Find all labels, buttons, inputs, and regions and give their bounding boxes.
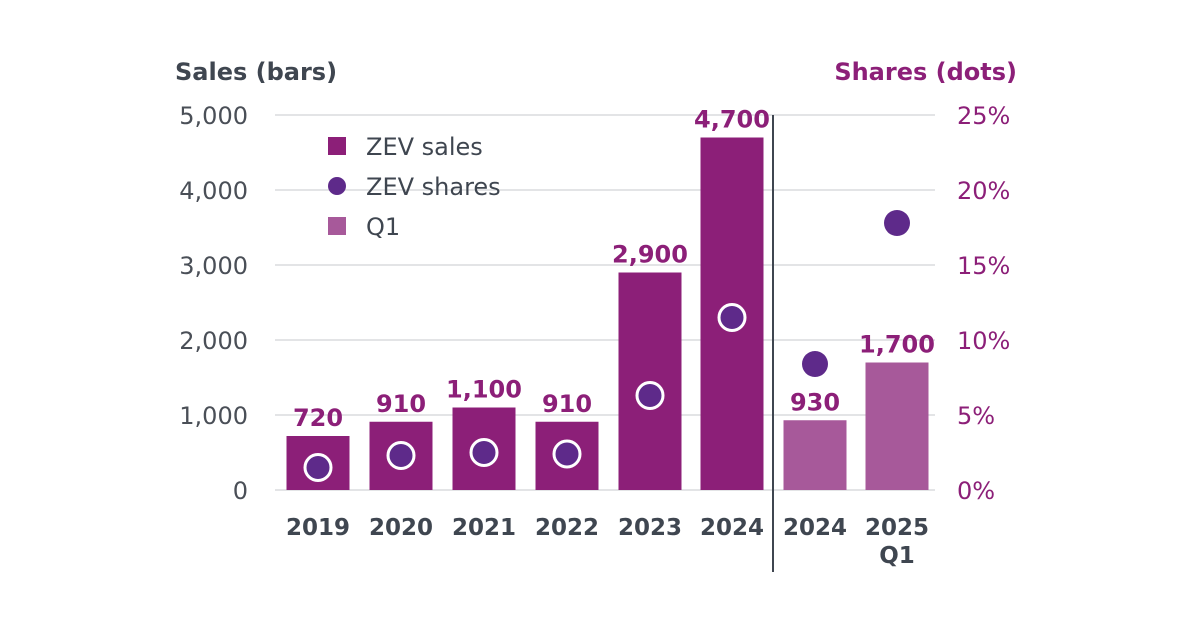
x-tick-label: 2019 bbox=[286, 515, 350, 541]
share-dot bbox=[635, 381, 665, 410]
left-tick-label: 3,000 bbox=[179, 252, 248, 280]
right-tick-label: 15% bbox=[957, 252, 1010, 280]
share-dot bbox=[717, 303, 747, 332]
bar-value-label: 1,700 bbox=[859, 331, 935, 359]
legend-label: Q1 bbox=[366, 213, 400, 241]
share-dot bbox=[802, 351, 828, 377]
right-axis-title: Shares (dots) bbox=[834, 58, 1017, 86]
share-dot bbox=[303, 453, 333, 482]
bar-value-label: 910 bbox=[376, 390, 426, 418]
left-tick-label: 5,000 bbox=[179, 102, 248, 130]
legend-marker-circle bbox=[328, 177, 346, 195]
bar-data-labels: 720 910 1,100 910 2,900 4,700 930 1,700 bbox=[293, 106, 935, 433]
x-tick-label: 2021 bbox=[452, 515, 516, 541]
left-tick-label: 4,000 bbox=[179, 177, 248, 205]
bar-value-label: 930 bbox=[790, 388, 840, 416]
legend-marker-square bbox=[328, 217, 346, 235]
share-dots bbox=[303, 210, 910, 482]
right-tick-label: 20% bbox=[957, 177, 1010, 205]
x-tick-label: 2025 bbox=[865, 515, 929, 541]
right-tick-label: 5% bbox=[957, 402, 995, 430]
left-tick-label: 1,000 bbox=[179, 402, 248, 430]
x-tick-label: 2024 bbox=[700, 515, 764, 541]
legend-marker-square bbox=[328, 137, 346, 155]
bar bbox=[865, 362, 929, 490]
legend: ZEV sales ZEV shares Q1 bbox=[328, 133, 501, 241]
left-tick-label: 0 bbox=[233, 477, 248, 505]
x-tick-label: 2024 bbox=[783, 515, 847, 541]
bar bbox=[783, 420, 847, 490]
bar-value-label: 1,100 bbox=[446, 376, 522, 404]
x-tick-label: 2020 bbox=[369, 515, 433, 541]
right-tick-label: 10% bbox=[957, 327, 1010, 355]
x-tick-sublabel: Q1 bbox=[879, 543, 915, 569]
share-dot bbox=[469, 438, 499, 467]
left-tick-label: 2,000 bbox=[179, 327, 248, 355]
x-tick-label: 2023 bbox=[618, 515, 682, 541]
bar-value-label: 2,900 bbox=[612, 241, 688, 269]
right-tick-label: 25% bbox=[957, 102, 1010, 130]
x-tick-label: 2022 bbox=[535, 515, 599, 541]
legend-label: ZEV sales bbox=[366, 133, 483, 161]
share-dot bbox=[884, 210, 910, 236]
bar-value-label: 720 bbox=[293, 404, 343, 432]
left-y-axis: 0 1,000 2,000 3,000 4,000 5,000 bbox=[179, 102, 248, 505]
legend-label: ZEV shares bbox=[366, 173, 501, 201]
share-dot bbox=[386, 441, 416, 470]
bar-value-label: 4,700 bbox=[694, 106, 770, 134]
left-axis-title: Sales (bars) bbox=[175, 58, 337, 86]
share-dot bbox=[552, 439, 582, 469]
right-y-axis: 0% 5% 10% 15% 20% 25% bbox=[957, 102, 1010, 505]
bar-value-label: 910 bbox=[542, 390, 592, 418]
right-tick-label: 0% bbox=[957, 477, 995, 505]
